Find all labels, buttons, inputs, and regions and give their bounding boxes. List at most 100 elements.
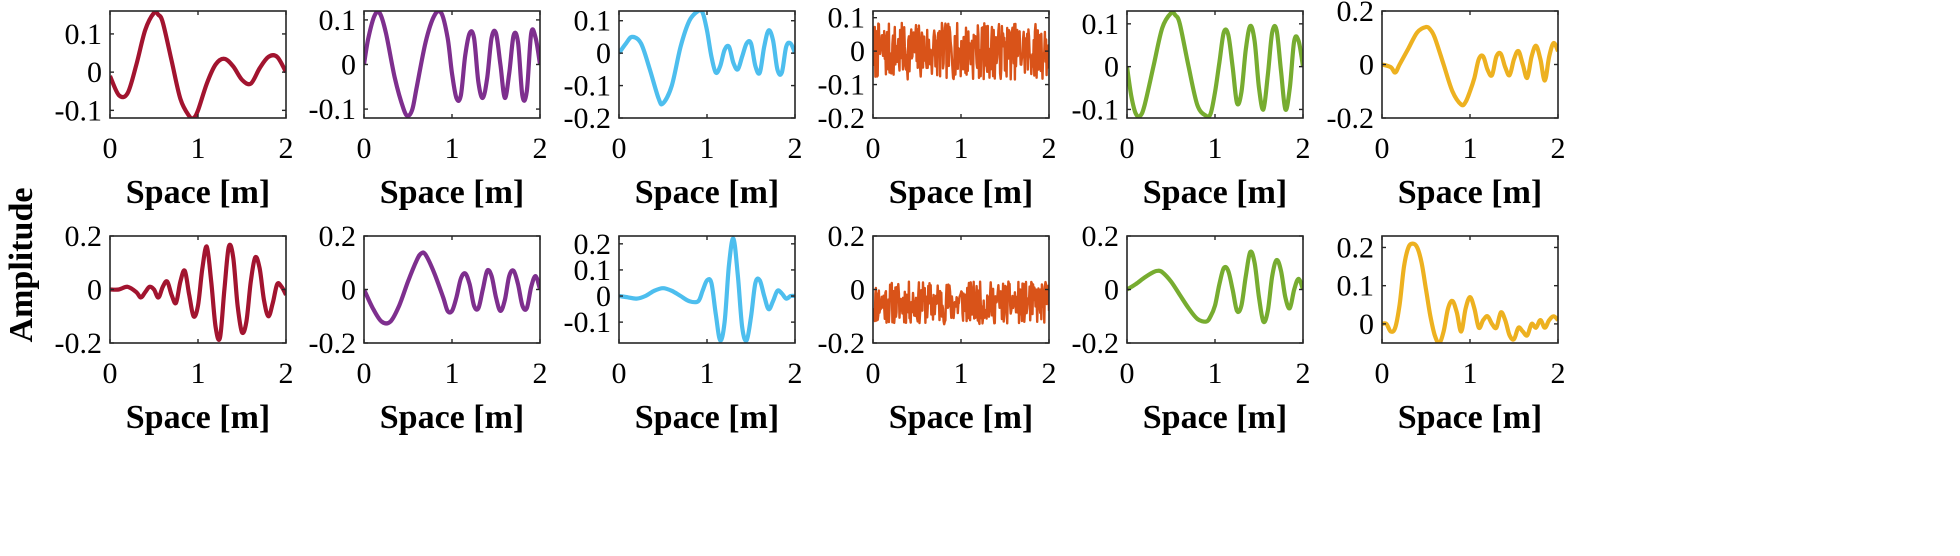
series-line [619, 236, 795, 343]
x-tick-label: 0 [357, 132, 372, 165]
x-axis-label: Space [m] [126, 399, 270, 436]
series-line [1382, 24, 1558, 108]
series-line [1127, 11, 1303, 118]
x-tick-label: 1 [445, 132, 460, 165]
x-axis-label: Space [m] [889, 399, 1033, 436]
x-tick-label: 2 [533, 132, 548, 165]
x-tick-label: 2 [788, 132, 803, 165]
series-line [873, 280, 1049, 326]
y-tick-label: 0 [341, 274, 356, 307]
y-tick-label: -0.1 [818, 69, 866, 102]
y-tick-label: -0.2 [818, 102, 866, 135]
y-tick-label: 0.2 [828, 220, 866, 253]
x-tick-label: 1 [954, 132, 969, 165]
x-axis-label: Space [m] [1398, 174, 1542, 211]
x-axis-label: Space [m] [635, 174, 779, 211]
x-tick-label: 0 [357, 357, 372, 390]
x-tick-label: 1 [1463, 132, 1478, 165]
x-axis-label: Space [m] [1143, 174, 1287, 211]
x-tick-label: 2 [1296, 357, 1311, 390]
y-tick-label: 0.1 [319, 4, 357, 37]
series-line [110, 11, 286, 118]
y-tick-label: -0.1 [309, 93, 357, 126]
axes-box [1126, 235, 1304, 344]
x-tick-label: 2 [1551, 357, 1566, 390]
series-line [364, 250, 540, 326]
x-tick-label: 1 [191, 132, 206, 165]
y-tick-label: 0 [850, 274, 865, 307]
y-tick-label: 0 [1104, 51, 1119, 84]
y-tick-label: 0.1 [1082, 8, 1120, 41]
x-axis-label: Space [m] [1398, 399, 1542, 436]
y-tick-label: 0.2 [319, 220, 357, 253]
x-tick-label: 2 [1042, 357, 1057, 390]
y-tick-label: 0 [1104, 274, 1119, 307]
x-tick-label: 0 [1375, 132, 1390, 165]
series-line [364, 11, 540, 118]
x-tick-label: 0 [612, 132, 627, 165]
x-axis-label: Space [m] [1143, 399, 1287, 436]
x-tick-label: 0 [103, 357, 118, 390]
y-tick-label: 0 [87, 274, 102, 307]
y-tick-label: -0.2 [564, 102, 612, 135]
y-tick-label: 0 [596, 280, 611, 313]
x-tick-label: 2 [533, 357, 548, 390]
x-tick-label: 2 [788, 357, 803, 390]
y-tick-label: -0.2 [1072, 327, 1120, 360]
y-tick-label: -0.2 [55, 327, 103, 360]
y-tick-label: -0.2 [309, 327, 357, 360]
y-tick-label: -0.2 [818, 327, 866, 360]
series-line [1127, 249, 1303, 325]
y-tick-label: 0.1 [574, 254, 612, 287]
x-axis-label: Space [m] [380, 174, 524, 211]
y-tick-label: 0 [341, 49, 356, 82]
x-tick-label: 0 [1120, 357, 1135, 390]
series-line [110, 242, 286, 343]
y-tick-label: 0.2 [1337, 0, 1375, 28]
y-tick-label: 0.1 [574, 5, 612, 38]
y-tick-label: 0 [1359, 308, 1374, 341]
axes-box [618, 235, 796, 344]
x-axis-label: Space [m] [889, 174, 1033, 211]
y-tick-label: 0 [87, 56, 102, 89]
x-tick-label: 1 [1463, 357, 1478, 390]
y-tick-label: -0.1 [564, 306, 612, 339]
x-tick-label: 0 [612, 357, 627, 390]
y-tick-label: 0.2 [1337, 231, 1375, 264]
y-tick-label: 0.1 [1337, 270, 1375, 303]
x-tick-label: 0 [1120, 132, 1135, 165]
x-tick-label: 2 [1042, 132, 1057, 165]
y-tick-label: 0.1 [828, 2, 866, 35]
y-tick-label: -0.1 [55, 94, 103, 127]
x-tick-label: 1 [191, 357, 206, 390]
x-tick-label: 0 [866, 357, 881, 390]
subplot-r1-c5: 0 1 2 0 0.1 0.2 Space [m] [1337, 231, 1566, 436]
y-tick-label: -0.1 [564, 70, 612, 103]
x-tick-label: 1 [954, 357, 969, 390]
x-tick-label: 2 [1551, 132, 1566, 165]
x-tick-label: 0 [866, 132, 881, 165]
axes-box [363, 235, 541, 344]
x-tick-label: 1 [700, 357, 715, 390]
x-tick-label: 1 [445, 357, 460, 390]
x-tick-label: 0 [103, 132, 118, 165]
series-line [1382, 241, 1558, 343]
x-tick-label: 1 [1208, 132, 1223, 165]
x-axis-label: Space [m] [635, 399, 779, 436]
x-tick-label: 2 [279, 357, 294, 390]
y-tick-label: 0.1 [65, 18, 103, 51]
x-axis-label: Space [m] [126, 174, 270, 211]
y-tick-label: 0.2 [1082, 220, 1120, 253]
y-tick-label: 0 [596, 37, 611, 70]
y-tick-label: -0.2 [1327, 102, 1375, 135]
